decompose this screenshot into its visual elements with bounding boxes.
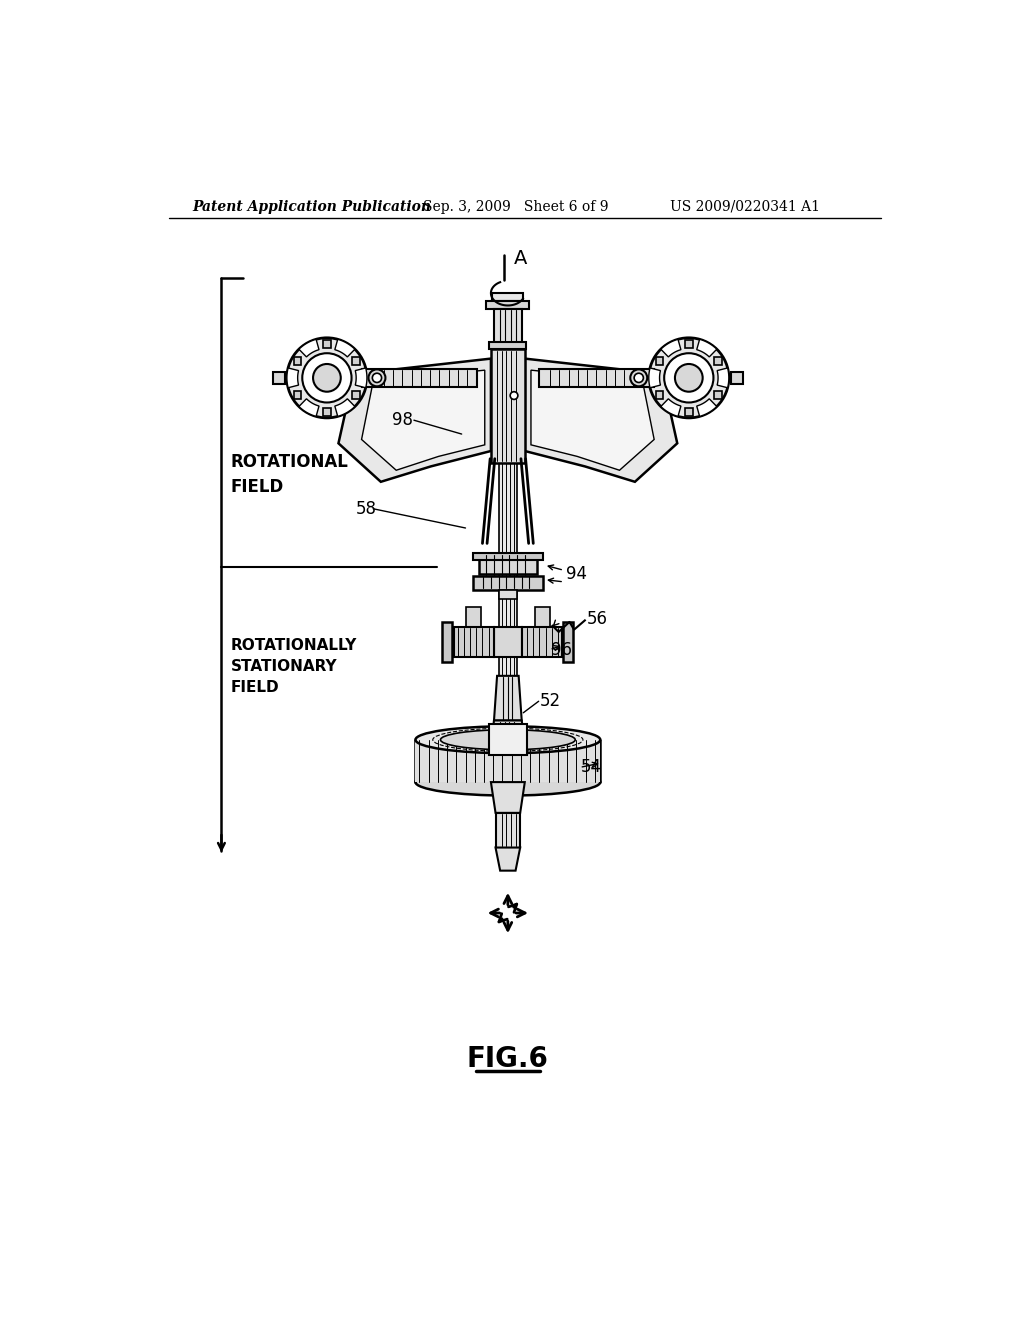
Polygon shape <box>490 781 524 813</box>
Polygon shape <box>499 350 517 775</box>
Polygon shape <box>660 339 681 356</box>
FancyBboxPatch shape <box>685 408 692 416</box>
FancyBboxPatch shape <box>655 358 664 364</box>
Polygon shape <box>454 627 494 657</box>
FancyBboxPatch shape <box>323 341 331 348</box>
FancyBboxPatch shape <box>685 341 692 348</box>
FancyBboxPatch shape <box>352 358 360 364</box>
Polygon shape <box>524 359 677 482</box>
Ellipse shape <box>631 370 647 387</box>
Polygon shape <box>493 293 523 301</box>
Ellipse shape <box>369 370 385 387</box>
Ellipse shape <box>416 726 600 754</box>
Polygon shape <box>660 399 681 416</box>
Polygon shape <box>731 372 742 384</box>
FancyBboxPatch shape <box>294 358 301 364</box>
Text: US 2009/0220341 A1: US 2009/0220341 A1 <box>670 199 819 214</box>
Circle shape <box>649 338 729 418</box>
Ellipse shape <box>440 730 575 750</box>
Polygon shape <box>361 368 477 387</box>
Polygon shape <box>335 399 355 416</box>
Polygon shape <box>361 370 484 470</box>
Polygon shape <box>299 399 319 416</box>
Polygon shape <box>696 399 717 416</box>
Circle shape <box>302 354 351 403</box>
Text: 52: 52 <box>541 692 561 710</box>
Polygon shape <box>496 847 520 871</box>
Polygon shape <box>535 607 550 657</box>
Polygon shape <box>416 739 600 781</box>
Polygon shape <box>521 627 562 657</box>
Polygon shape <box>335 339 355 356</box>
Polygon shape <box>494 627 521 657</box>
Polygon shape <box>488 725 527 755</box>
Polygon shape <box>531 370 654 470</box>
Polygon shape <box>539 368 654 387</box>
Polygon shape <box>494 676 521 721</box>
Polygon shape <box>355 368 367 388</box>
Polygon shape <box>494 309 521 343</box>
FancyBboxPatch shape <box>655 391 664 399</box>
Polygon shape <box>442 622 453 663</box>
Polygon shape <box>649 368 660 388</box>
Polygon shape <box>489 342 526 350</box>
Polygon shape <box>466 607 481 657</box>
Ellipse shape <box>634 374 643 383</box>
Text: 94: 94 <box>565 565 587 583</box>
Polygon shape <box>486 301 529 309</box>
Text: ROTATIONAL
FIELD: ROTATIONAL FIELD <box>230 453 348 495</box>
Text: 98: 98 <box>392 412 414 429</box>
Polygon shape <box>339 359 490 482</box>
Text: 58: 58 <box>356 500 377 517</box>
Circle shape <box>510 392 518 400</box>
Text: Sep. 3, 2009   Sheet 6 of 9: Sep. 3, 2009 Sheet 6 of 9 <box>423 199 608 214</box>
Text: A: A <box>514 249 527 268</box>
Polygon shape <box>478 558 538 574</box>
FancyBboxPatch shape <box>715 391 722 399</box>
Circle shape <box>287 338 367 418</box>
Polygon shape <box>717 368 729 388</box>
FancyBboxPatch shape <box>323 408 331 416</box>
Text: 96: 96 <box>551 640 572 659</box>
FancyBboxPatch shape <box>294 391 301 399</box>
FancyBboxPatch shape <box>715 358 722 364</box>
Polygon shape <box>473 576 543 590</box>
Text: 54: 54 <box>581 758 602 776</box>
Polygon shape <box>563 622 573 663</box>
Polygon shape <box>696 339 717 356</box>
Ellipse shape <box>416 768 600 796</box>
Polygon shape <box>490 721 524 743</box>
Text: FIG.6: FIG.6 <box>467 1045 549 1073</box>
Polygon shape <box>299 339 319 356</box>
Polygon shape <box>273 372 285 384</box>
Text: ROTATIONALLY
STATIONARY
FIELD: ROTATIONALLY STATIONARY FIELD <box>230 638 357 696</box>
Polygon shape <box>496 813 520 847</box>
Polygon shape <box>499 590 517 599</box>
Ellipse shape <box>373 374 382 383</box>
Text: Patent Application Publication: Patent Application Publication <box>193 199 431 214</box>
FancyBboxPatch shape <box>352 391 360 399</box>
Circle shape <box>675 364 702 392</box>
Polygon shape <box>473 553 543 561</box>
Circle shape <box>313 364 341 392</box>
Polygon shape <box>490 350 524 462</box>
Circle shape <box>665 354 714 403</box>
Text: 56: 56 <box>587 610 608 628</box>
Polygon shape <box>287 368 299 388</box>
